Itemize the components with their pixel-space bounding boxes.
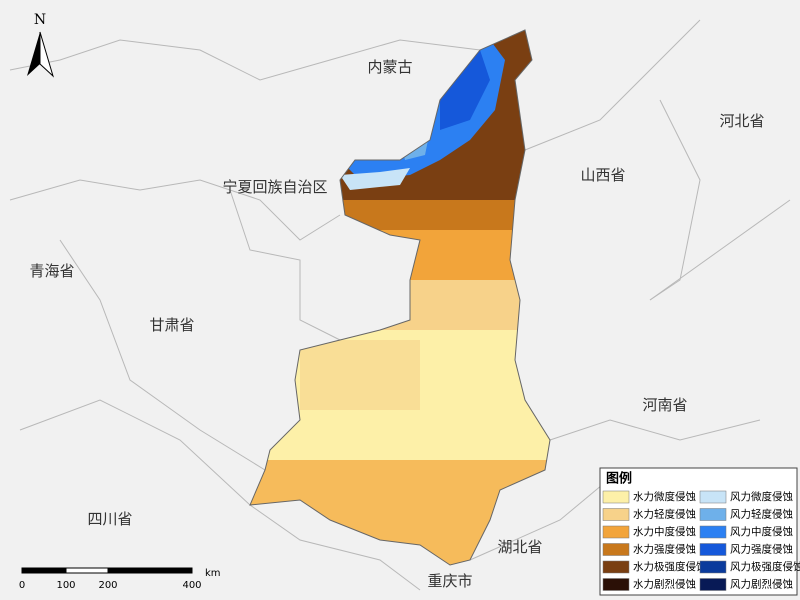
legend-swatch: [602, 508, 630, 521]
legend-label: 风力中度侵蚀: [730, 525, 793, 538]
legend-swatch: [699, 560, 727, 574]
legend-label: 风力轻度侵蚀: [730, 508, 793, 521]
place-labels: 内蒙古 宁夏回族自治区 山西省 河北省 青海省 甘肃省 河南省 四川省 湖北省 …: [29, 58, 764, 590]
scale-label: 0: [19, 580, 25, 591]
scale-segment: [65, 567, 109, 574]
scale-bar: 0 100 200 400 km: [19, 567, 221, 591]
legend-swatch: [699, 525, 727, 539]
legend-label: 水力极强度侵蚀: [633, 560, 707, 573]
place-label: 重庆市: [427, 572, 472, 590]
erosion-zone: [340, 168, 410, 190]
scale-segment: [107, 567, 193, 574]
legend-swatch: [699, 578, 727, 591]
legend-label: 风力强度侵蚀: [730, 543, 793, 556]
legend-swatch: [699, 508, 727, 521]
scale-segment: [21, 567, 67, 574]
province-borders: [9, 19, 791, 591]
legend-label: 水力剧烈侵蚀: [633, 578, 696, 591]
place-label: 湖北省: [497, 538, 542, 556]
erosion-zone: [440, 50, 490, 130]
legend-swatch: [699, 543, 727, 556]
legend-label: 水力轻度侵蚀: [633, 508, 696, 521]
legend-label: 水力微度侵蚀: [633, 490, 696, 503]
legend-title: 图例: [606, 471, 632, 487]
scale-label: 100: [56, 580, 75, 591]
legend-swatch: [602, 578, 630, 591]
scale-label: 200: [98, 580, 117, 591]
legend-label: 风力微度侵蚀: [730, 490, 793, 503]
erosion-zone: [300, 340, 420, 410]
place-label: 青海省: [29, 262, 74, 280]
legend-swatch: [699, 490, 727, 504]
scale-unit: km: [205, 568, 221, 579]
legend-label: 风力极强度侵蚀: [730, 560, 800, 573]
legend: 图例 水力微度侵蚀水力轻度侵蚀水力中度侵蚀水力强度侵蚀水力极强度侵蚀水力剧烈侵蚀…: [599, 467, 800, 596]
legend-label: 水力中度侵蚀: [633, 525, 696, 538]
legend-swatch: [602, 543, 630, 556]
north-arrow: N: [27, 12, 54, 78]
legend-swatch: [602, 560, 630, 574]
place-label: 甘肃省: [149, 316, 194, 334]
place-label: 宁夏回族自治区: [222, 178, 327, 196]
scale-label: 400: [182, 580, 201, 591]
legend-swatch: [602, 525, 630, 539]
place-label: 河南省: [642, 396, 687, 414]
place-label: 内蒙古: [367, 58, 412, 76]
legend-swatch: [602, 490, 630, 504]
north-label: N: [34, 12, 46, 28]
legend-label: 水力强度侵蚀: [633, 543, 696, 556]
legend-label: 风力剧烈侵蚀: [730, 578, 793, 591]
place-label: 四川省: [87, 510, 132, 528]
place-label: 河北省: [719, 112, 764, 130]
place-label: 山西省: [580, 166, 625, 184]
